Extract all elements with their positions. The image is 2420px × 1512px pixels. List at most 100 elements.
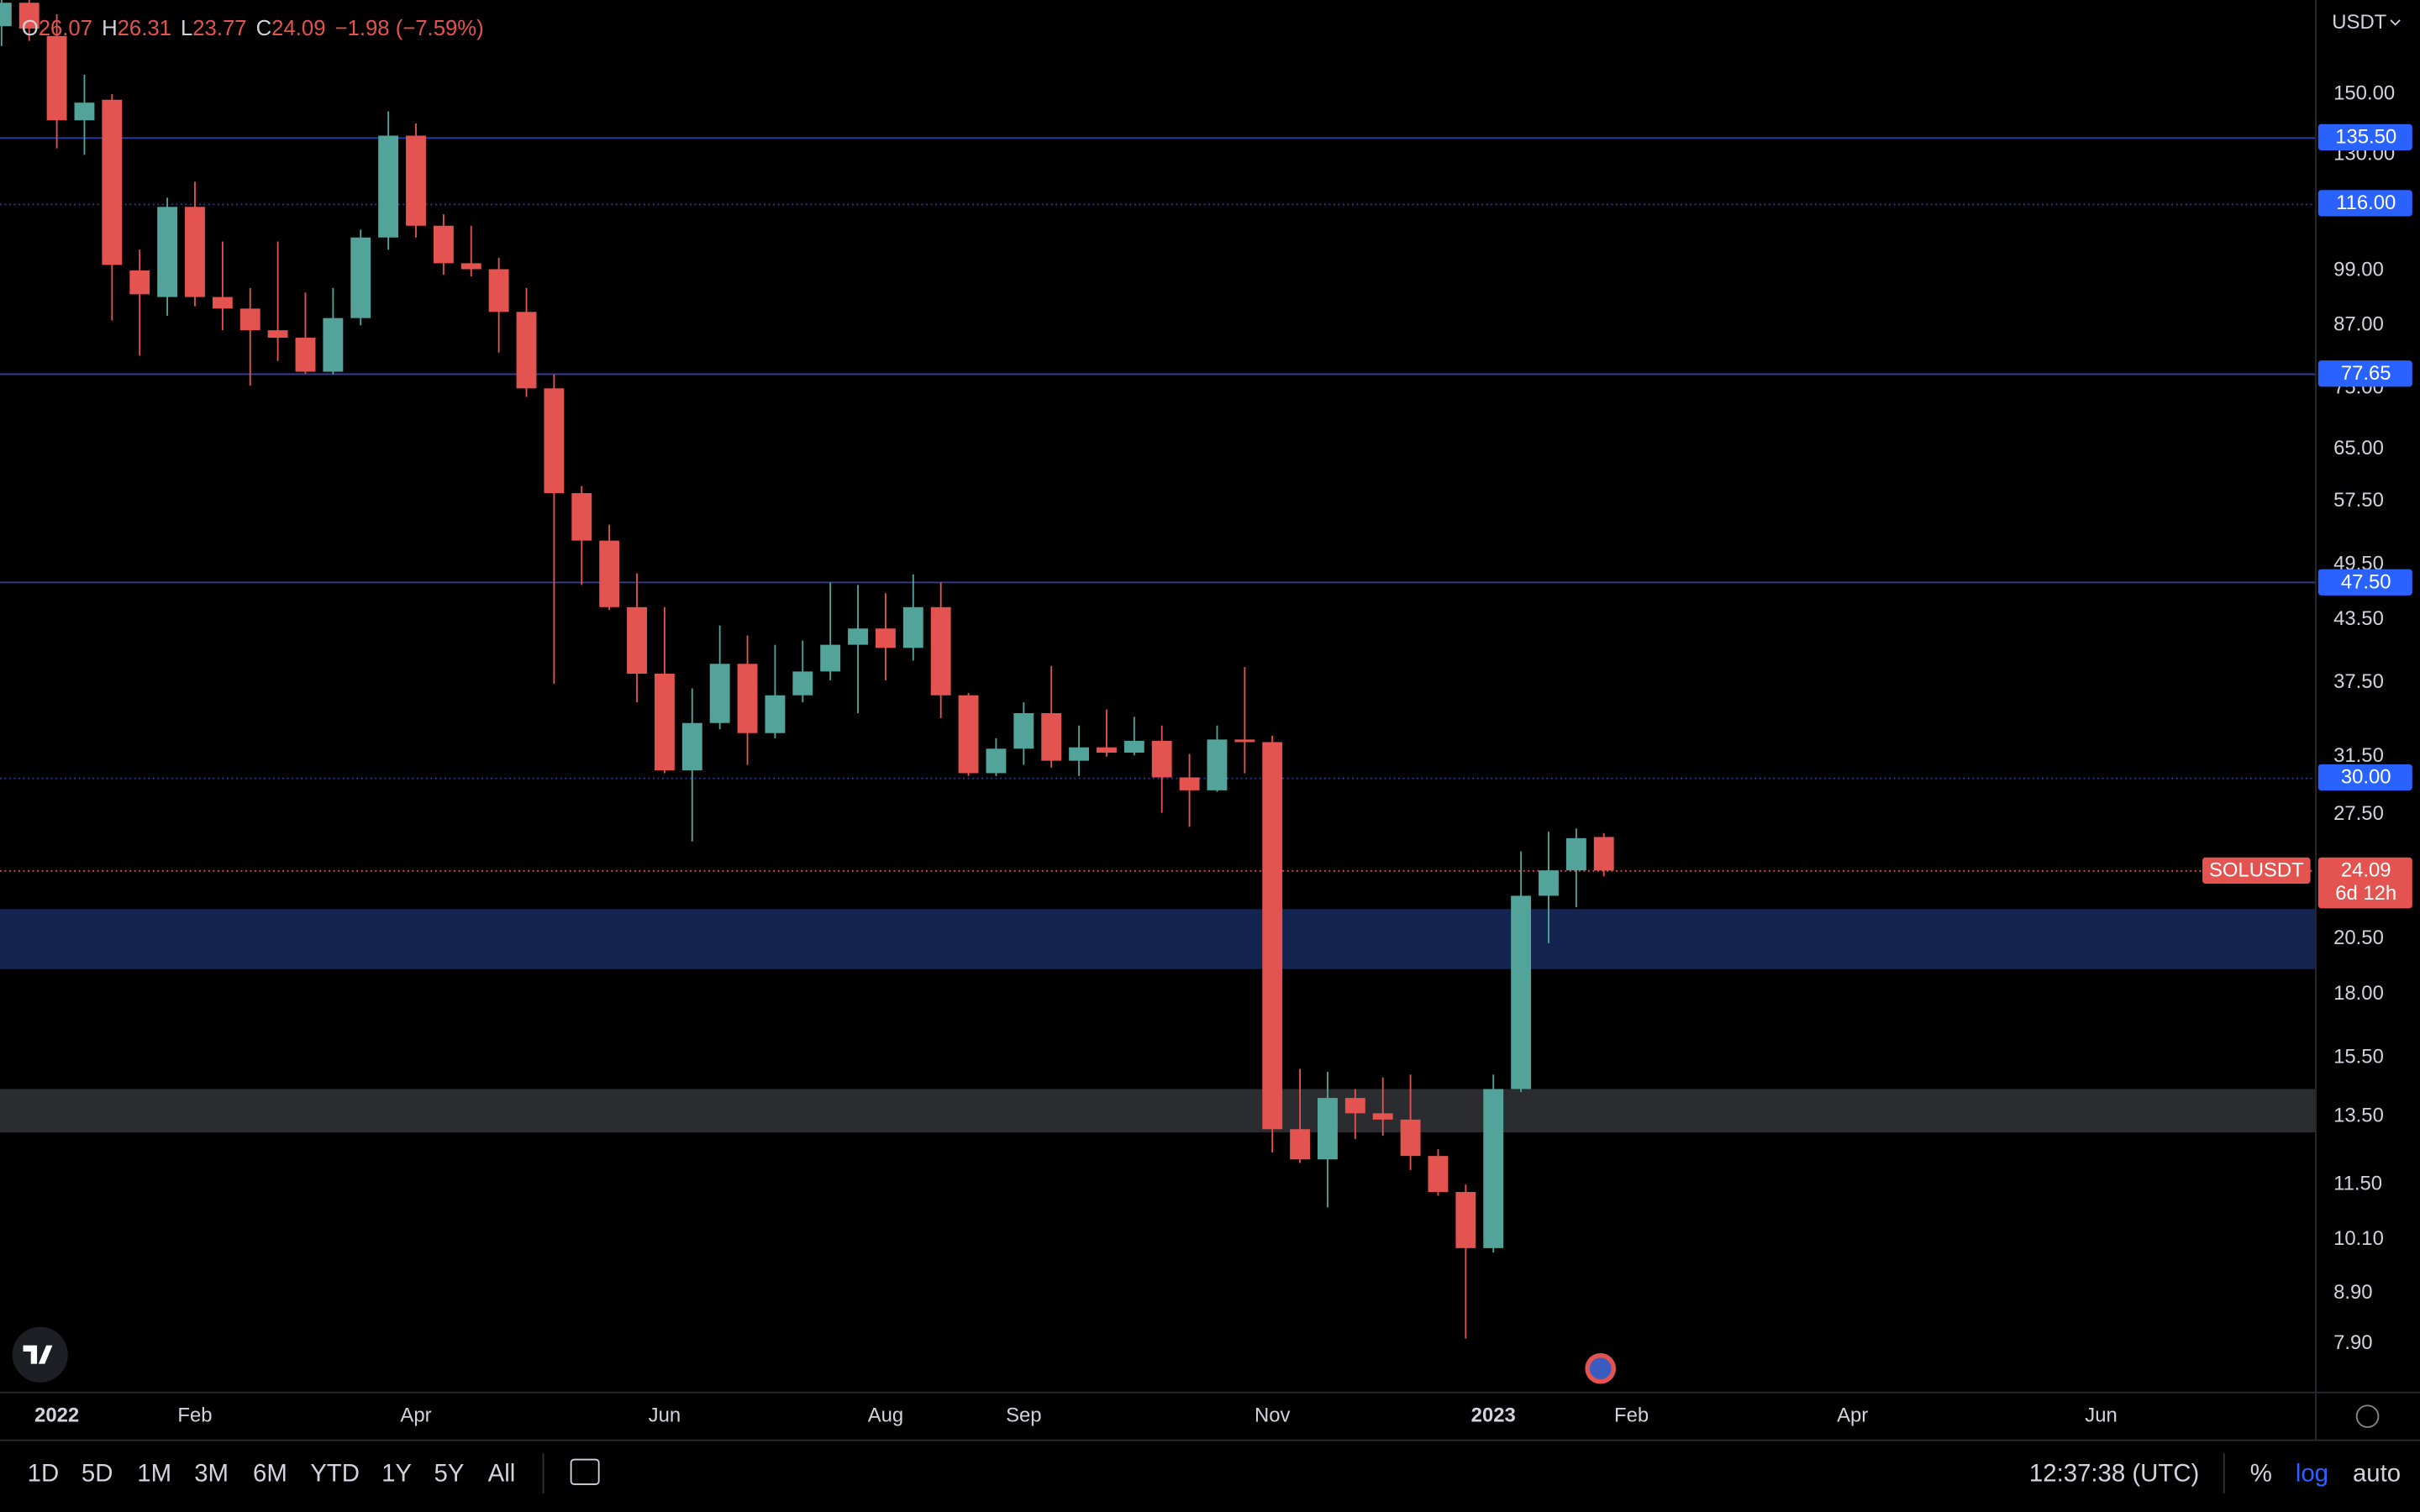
legend-key: H xyxy=(102,17,118,40)
interval-button[interactable]: 6M xyxy=(253,1460,287,1488)
candle-body xyxy=(74,102,95,121)
logo[interactable] xyxy=(12,1326,68,1383)
y-tick-label: 150.00 xyxy=(2333,81,2395,104)
legend-change: −1.98 (−7.59%) xyxy=(335,17,484,40)
candle-body xyxy=(323,318,344,372)
scale-button[interactable]: log xyxy=(2296,1460,2328,1488)
interval-button[interactable]: All xyxy=(488,1460,516,1488)
level-tag xyxy=(2317,190,2412,217)
axes: 150.00130.0099.0087.0075.0065.0057.5049.… xyxy=(34,81,2412,1426)
candle-body xyxy=(1151,740,1172,778)
candle-body xyxy=(433,225,454,264)
candle-body xyxy=(544,388,565,494)
scale-button[interactable]: % xyxy=(2250,1460,2272,1488)
level-tag xyxy=(2317,569,2412,596)
candle-body xyxy=(516,312,537,389)
settings-icon[interactable] xyxy=(2355,1404,2380,1428)
currency[interactable]: USDT xyxy=(2332,11,2386,34)
candle-body xyxy=(571,493,592,541)
y-tick-label: 18.00 xyxy=(2333,982,2384,1005)
legend-value: 26.07 xyxy=(39,17,92,40)
candle-body xyxy=(0,3,12,27)
y-tick-label: 43.50 xyxy=(2333,607,2384,630)
candle-body xyxy=(765,695,786,733)
plot-area xyxy=(0,0,2316,1339)
event-flag xyxy=(1589,1357,1612,1380)
level-tag-label: 30.00 xyxy=(2341,766,2391,789)
symbol-label: SOLUSDT xyxy=(2209,859,2304,882)
candle-body xyxy=(185,207,205,297)
x-tick-label: Jun xyxy=(649,1404,681,1426)
interval-button[interactable]: 5D xyxy=(82,1460,113,1488)
candle-body xyxy=(212,297,233,309)
y-tick-label: 8.90 xyxy=(2333,1281,2372,1304)
candle-body xyxy=(350,237,371,318)
candle-body xyxy=(986,748,1007,774)
interval-button[interactable]: 3M xyxy=(194,1460,229,1488)
chevron[interactable] xyxy=(2390,19,2401,26)
interval-button[interactable]: 5Y xyxy=(434,1460,465,1488)
candle-body xyxy=(460,263,481,270)
x-tick-label: Apr xyxy=(400,1404,431,1426)
candle-body xyxy=(654,674,675,771)
candle-body xyxy=(599,540,620,607)
legend-key: C xyxy=(256,17,272,40)
toolbar xyxy=(0,1441,2420,1512)
candle-body xyxy=(627,606,647,675)
level-tag-label: 116.00 xyxy=(2336,192,2396,214)
date-range-icon[interactable] xyxy=(570,1458,600,1485)
candle-body xyxy=(1290,1129,1311,1160)
candle-body xyxy=(1234,739,1255,743)
candle-body xyxy=(1593,837,1614,871)
interval-button[interactable]: 1D xyxy=(28,1460,60,1488)
interval-button[interactable]: 1M xyxy=(137,1460,171,1488)
candle-body xyxy=(1344,1098,1365,1114)
ohlc-legend: O26.07 H26.31 L23.77 C24.09 −1.98 (−7.59%) xyxy=(22,17,484,40)
candle-body xyxy=(848,628,868,645)
candle-body xyxy=(267,330,288,339)
legend-value: 23.77 xyxy=(192,17,246,40)
clock: 12:37:38 (UTC) xyxy=(2029,1460,2199,1488)
candle-body xyxy=(406,135,426,226)
y-tick-label: 87.00 xyxy=(2333,313,2384,336)
candle-body xyxy=(1372,1113,1393,1120)
level-tag-label: 47.50 xyxy=(2341,570,2391,593)
candle-body xyxy=(1428,1156,1449,1192)
y-tick-label: 37.50 xyxy=(2333,670,2384,693)
candle-body xyxy=(902,606,923,648)
y-tick-label: 27.50 xyxy=(2333,802,2384,825)
candle-body xyxy=(820,644,841,672)
candle-body xyxy=(102,99,123,265)
candle-body xyxy=(18,3,39,29)
candle-body xyxy=(378,135,399,238)
level-tag-label: 77.65 xyxy=(2341,362,2391,385)
level-tag xyxy=(2317,123,2412,150)
candle-body xyxy=(875,628,896,648)
candle-body xyxy=(239,308,260,331)
candle-body xyxy=(1179,777,1200,790)
y-tick-label: 31.50 xyxy=(2333,744,2384,767)
candle-body xyxy=(1069,747,1089,761)
candle-body xyxy=(46,35,67,121)
zone xyxy=(0,1089,2316,1133)
candle-body xyxy=(1041,713,1062,761)
y-tick-label: 20.50 xyxy=(2333,927,2384,949)
candle-body xyxy=(1511,895,1532,1089)
candle-body xyxy=(1097,747,1117,753)
x-tick-label: 2023 xyxy=(1471,1404,1516,1426)
x-tick-label: Nov xyxy=(1255,1404,1291,1426)
candle-body xyxy=(792,671,813,696)
y-tick-label: 65.00 xyxy=(2333,437,2384,459)
x-tick-label: 2022 xyxy=(34,1404,79,1426)
x-tick-label: Feb xyxy=(1614,1404,1649,1426)
interval-button[interactable]: YTD xyxy=(310,1460,360,1488)
interval-button[interactable]: 1Y xyxy=(381,1460,412,1488)
legend-key: O xyxy=(22,17,39,40)
y-tick-label: 99.00 xyxy=(2333,258,2384,281)
candle-body xyxy=(1455,1191,1476,1248)
x-tick-label: Sep xyxy=(1006,1404,1041,1426)
scale-button[interactable]: auto xyxy=(2353,1460,2401,1488)
candle-body xyxy=(157,207,178,297)
